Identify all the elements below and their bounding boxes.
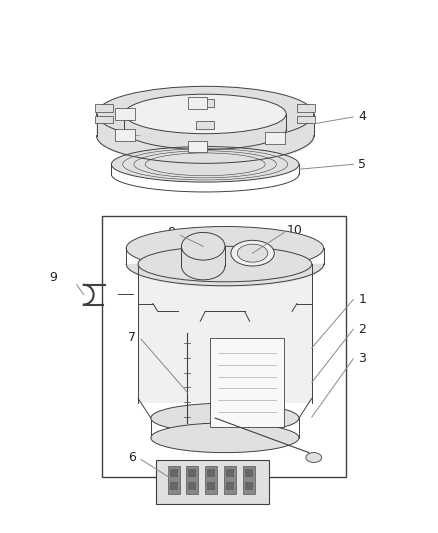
Bar — [226, 470, 234, 477]
Bar — [188, 482, 196, 490]
Bar — [102, 216, 346, 477]
Bar — [170, 482, 177, 490]
Ellipse shape — [237, 244, 268, 262]
Bar — [243, 466, 254, 494]
Bar — [210, 338, 284, 427]
Ellipse shape — [96, 86, 314, 142]
Ellipse shape — [181, 232, 225, 260]
Bar — [297, 116, 315, 124]
Ellipse shape — [151, 423, 299, 453]
Text: 6: 6 — [128, 451, 136, 464]
Bar — [156, 459, 269, 504]
Bar — [226, 482, 234, 490]
Ellipse shape — [138, 246, 312, 282]
Ellipse shape — [151, 403, 299, 433]
Text: 2: 2 — [358, 322, 366, 336]
Bar — [196, 121, 214, 129]
Bar — [245, 470, 253, 477]
Bar — [95, 116, 113, 124]
Ellipse shape — [126, 227, 324, 270]
Bar — [116, 130, 135, 141]
Bar — [188, 470, 196, 477]
Text: 5: 5 — [358, 158, 366, 171]
Text: 1: 1 — [358, 293, 366, 306]
Bar — [205, 466, 217, 494]
Ellipse shape — [111, 147, 299, 182]
Text: 9: 9 — [49, 271, 57, 284]
Ellipse shape — [306, 453, 321, 463]
Ellipse shape — [124, 94, 286, 134]
Bar — [170, 470, 177, 477]
Text: 4: 4 — [358, 110, 366, 124]
Text: 10: 10 — [287, 224, 303, 237]
Text: 8: 8 — [168, 226, 176, 239]
Ellipse shape — [231, 240, 274, 266]
Bar — [207, 482, 215, 490]
Text: 3: 3 — [358, 352, 366, 365]
Bar — [265, 132, 285, 143]
Bar — [116, 108, 135, 120]
Bar — [297, 104, 315, 112]
Bar — [187, 466, 198, 494]
Bar — [224, 466, 236, 494]
Polygon shape — [138, 264, 312, 403]
Bar — [245, 482, 253, 490]
Bar — [207, 470, 215, 477]
Bar — [188, 141, 208, 152]
Bar — [196, 99, 214, 107]
Bar — [95, 104, 113, 112]
Text: 7: 7 — [128, 330, 136, 344]
Bar — [188, 97, 208, 109]
Bar — [168, 466, 180, 494]
